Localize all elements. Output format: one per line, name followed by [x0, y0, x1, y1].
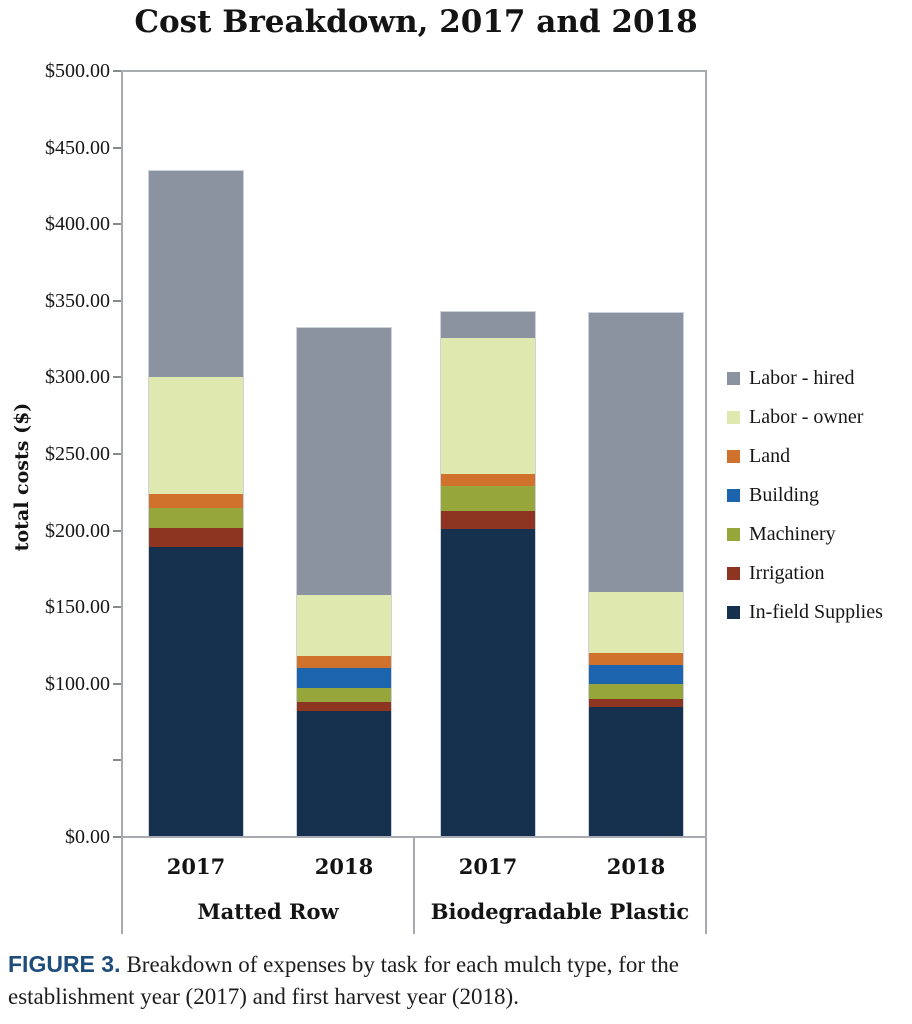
x-year-label: 2017	[458, 854, 518, 879]
stacked-bar	[297, 328, 391, 837]
bar-segment-machinery	[149, 507, 243, 528]
bar-segment-irrigation	[149, 527, 243, 548]
legend-swatch	[727, 410, 740, 424]
bar-segment-land	[297, 656, 391, 669]
y-tick-label: $0.00	[65, 826, 110, 848]
bar-segment-in-field-supplies	[589, 706, 683, 837]
y-tick-mark	[113, 70, 121, 72]
figure-caption-line2: establishment year (2017) and first harv…	[8, 984, 519, 1009]
x-group-label: Biodegradable Plastic	[430, 899, 690, 924]
bar-segment-building	[297, 668, 391, 689]
bar-segment-machinery	[589, 683, 683, 700]
bar-segment-in-field-supplies	[297, 711, 391, 837]
legend-label: Land	[749, 444, 791, 467]
y-tick-label: $500.00	[45, 60, 110, 82]
legend-swatch	[727, 488, 740, 502]
y-tick-label: $300.00	[45, 366, 110, 389]
bar-segment-labor-hired	[589, 313, 683, 592]
y-tick-label: $100.00	[45, 672, 110, 695]
bar-segment-land	[441, 473, 535, 487]
figure-caption-label: FIGURE 3.	[8, 951, 121, 977]
legend: Labor - hired Labor - owner Land Building Ma…	[727, 365, 883, 638]
plot-border-top	[121, 70, 707, 72]
bar-segment-labor-owner	[149, 377, 243, 494]
y-tick-label: $450.00	[45, 136, 110, 159]
y-tick-label: $400.00	[45, 213, 110, 236]
x-axis-line	[121, 836, 707, 838]
stacked-bar	[441, 311, 535, 837]
bar-segment-irrigation	[441, 510, 535, 530]
bar-segment-land	[149, 493, 243, 508]
x-year-label: 2018	[606, 854, 666, 879]
bar-segment-machinery	[297, 688, 391, 703]
x-year-label: 2017	[166, 854, 226, 879]
y-tick-label: $150.00	[45, 596, 110, 619]
stacked-bar	[149, 170, 243, 837]
bar-segment-land	[589, 653, 683, 666]
bar-segment-labor-hired	[149, 170, 243, 378]
legend-item: In-field Supplies	[727, 599, 883, 625]
y-tick-mark	[113, 529, 121, 532]
figure-caption-line1: Breakdown of expenses by task for each m…	[126, 952, 679, 977]
stacked-bar	[589, 313, 683, 837]
y-tick-mark	[113, 299, 121, 302]
legend-swatch	[727, 605, 740, 619]
x-axis-divider	[121, 838, 123, 934]
plot-border-left	[121, 70, 123, 838]
legend-swatch	[727, 566, 740, 580]
legend-label: In-field Supplies	[749, 600, 883, 623]
chart-title: Cost Breakdown, 2017 and 2018	[134, 4, 698, 40]
y-tick-mark	[113, 223, 121, 226]
bar-segment-labor-hired	[297, 328, 391, 595]
bar-segment-machinery	[441, 486, 535, 511]
bar-segment-labor-owner	[297, 594, 391, 657]
y-tick-label: $200.00	[45, 519, 110, 542]
x-axis-divider	[413, 838, 415, 934]
y-tick-label: $250.00	[45, 443, 110, 465]
bar-segment-irrigation	[589, 699, 683, 707]
legend-item: Irrigation	[727, 560, 883, 586]
bar-segment-labor-hired	[441, 311, 535, 338]
y-tick-mark	[113, 376, 121, 379]
y-tick-mark	[113, 146, 121, 149]
y-tick-mark	[113, 453, 121, 455]
y-tick-mark	[113, 682, 121, 685]
y-tick-label: $350.00	[45, 289, 110, 312]
bar-segment-in-field-supplies	[149, 547, 243, 837]
y-tick-mark	[113, 759, 121, 762]
bar-segment-irrigation	[297, 702, 391, 712]
legend-swatch	[727, 449, 740, 463]
legend-swatch	[727, 371, 740, 385]
legend-item: Labor - owner	[727, 404, 883, 430]
bar-segment-labor-owner	[441, 337, 535, 474]
legend-label: Labor - owner	[749, 405, 864, 428]
bar-segment-in-field-supplies	[441, 529, 535, 837]
legend-swatch	[727, 527, 740, 541]
legend-label: Labor - hired	[749, 366, 855, 389]
y-tick-mark	[113, 606, 121, 609]
y-tick-mark	[113, 836, 121, 838]
legend-item: Building	[727, 482, 883, 508]
figure-caption: FIGURE 3. Breakdown of expenses by task f…	[8, 948, 888, 1013]
x-year-label: 2018	[314, 854, 374, 879]
x-group-label: Matted Row	[197, 899, 339, 924]
legend-item: Labor - hired	[727, 365, 883, 391]
legend-label: Irrigation	[749, 561, 825, 584]
legend-item: Land	[727, 443, 883, 469]
legend-label: Machinery	[749, 522, 836, 545]
legend-label: Building	[749, 483, 820, 506]
x-axis-divider	[705, 838, 707, 934]
plot-border-right	[705, 70, 707, 838]
bar-segment-building	[589, 665, 683, 684]
legend-item: Machinery	[727, 521, 883, 547]
bar-segment-labor-owner	[589, 591, 683, 654]
